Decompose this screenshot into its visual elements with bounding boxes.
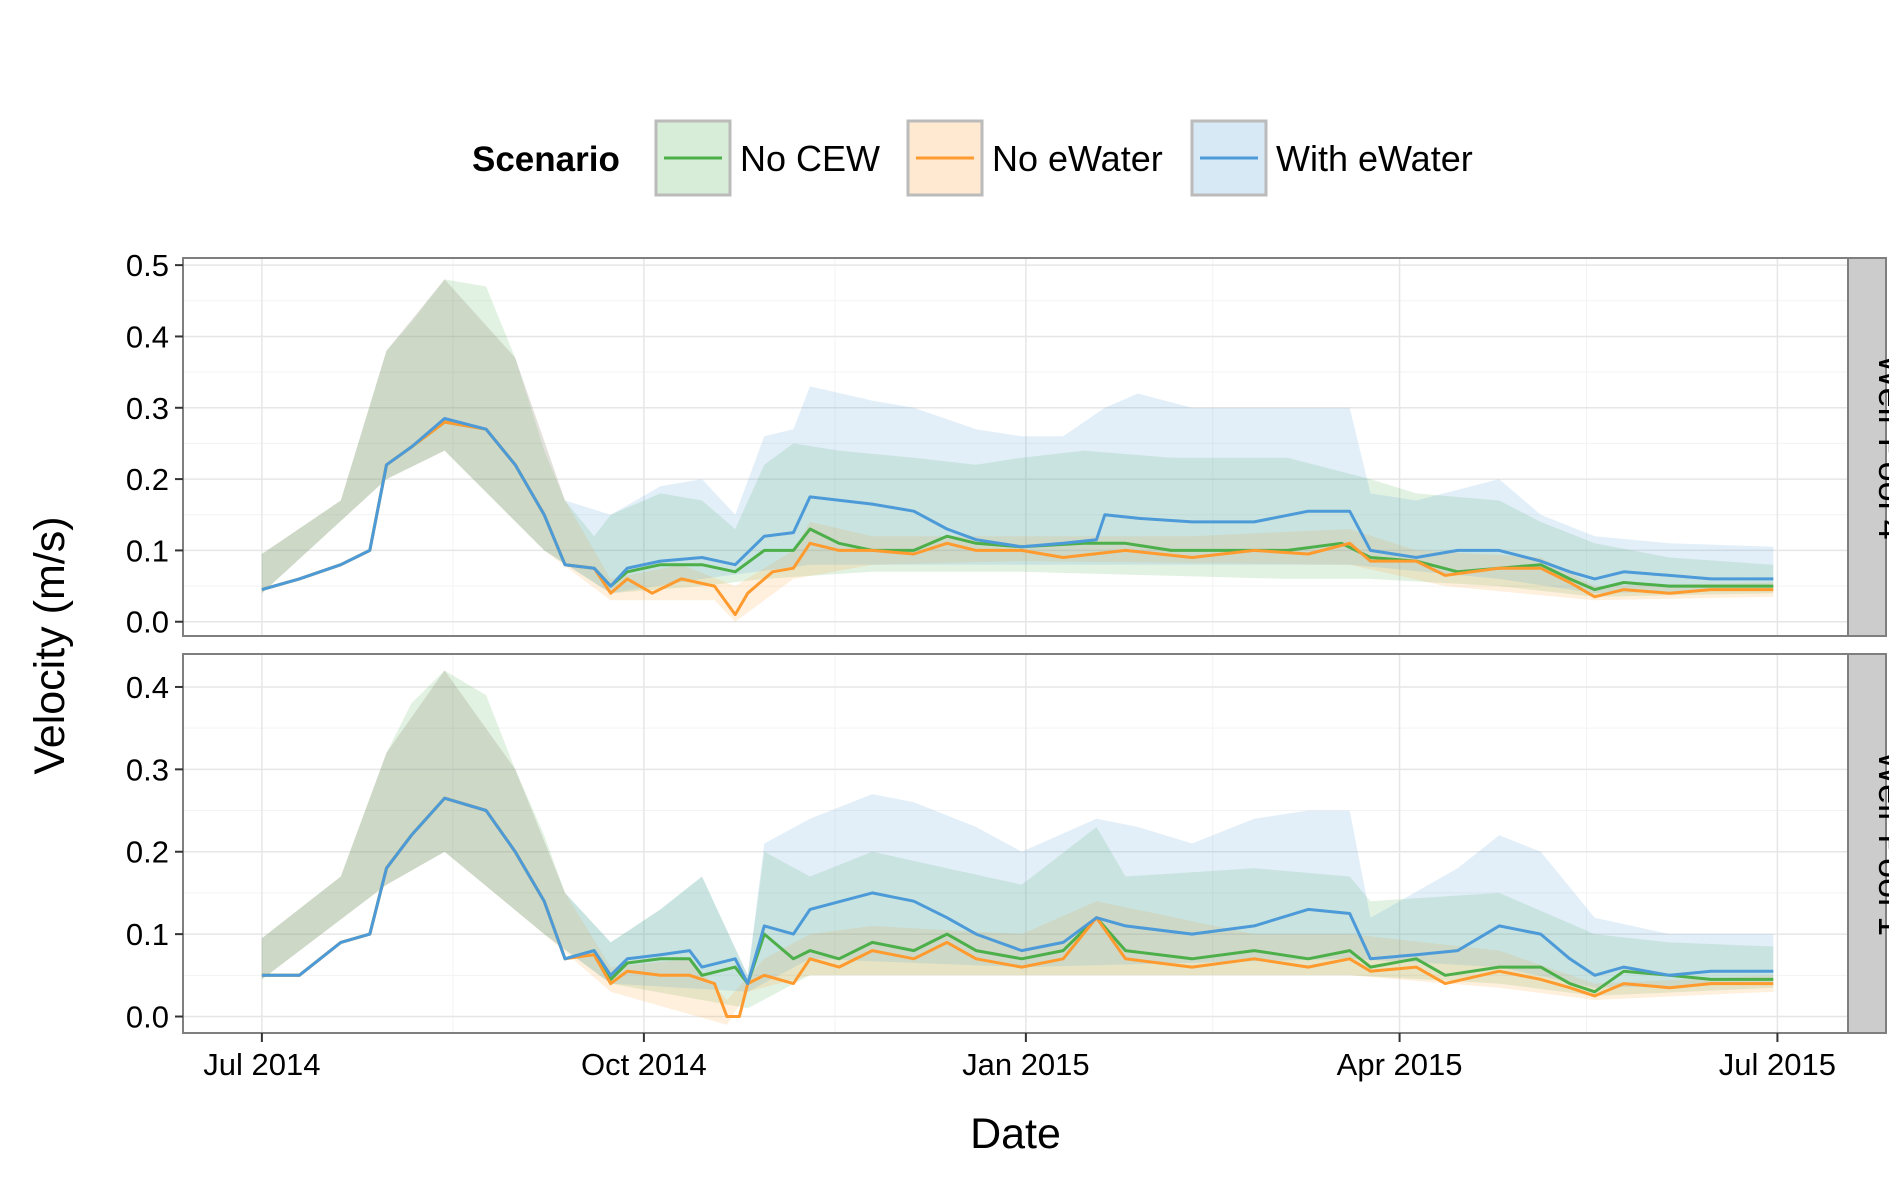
legend-label-2: With eWater <box>1276 138 1473 179</box>
legend-label-0: No CEW <box>740 138 880 179</box>
strip-bg <box>1847 653 1887 1034</box>
y-tick-label: 0.3 <box>126 752 169 787</box>
y-tick-label: 0.4 <box>126 670 169 705</box>
y-axis-title: Velocity (m/s) <box>26 516 74 774</box>
strip-bg <box>1847 257 1887 637</box>
x-tick-label: Jul 2014 <box>203 1047 320 1082</box>
series-line-1-2 <box>261 796 1774 986</box>
strip-label: Weir Pool 4 <box>1871 354 1889 539</box>
y-tick-label: 0.1 <box>126 917 169 952</box>
ribbon-0-2 <box>261 279 1774 594</box>
y-tick-label: 0.5 <box>126 248 169 283</box>
ribbon-1-2 <box>261 670 1774 992</box>
strip-label: Weir Pool 1 <box>1871 751 1889 936</box>
y-tick-label: 0.1 <box>126 533 169 568</box>
panel-0: 0.0 0.1 0.2 0.3 0.4 0.5 Weir Pool 4 <box>126 248 1889 640</box>
y-tick-label: 0.3 <box>126 391 169 426</box>
y-tick-label: 0.4 <box>126 319 169 354</box>
y-tick-label: 0.2 <box>126 462 169 497</box>
panel-1: 0.0 0.1 0.2 0.3 0.4 Weir Pool 1 <box>126 653 1889 1035</box>
ribbon-0-1 <box>261 279 1774 622</box>
legend-title: Scenario <box>472 140 620 179</box>
y-tick-label: 0.0 <box>126 1000 169 1035</box>
legend-label-1: No eWater <box>992 138 1163 179</box>
x-tick-label: Oct 2014 <box>581 1047 707 1082</box>
ribbon-1-0 <box>261 670 1774 1009</box>
ribbon-1-1 <box>261 670 1774 1025</box>
ribbon-0-0 <box>261 279 1774 597</box>
panel-bg <box>183 654 1848 1033</box>
series-line-0-2 <box>261 417 1774 592</box>
x-axis-title: Date <box>970 1110 1061 1158</box>
y-tick-label: 0.2 <box>126 835 169 870</box>
y-tick-label: 0.0 <box>126 605 169 640</box>
x-tick-label: Apr 2015 <box>1337 1047 1463 1082</box>
x-tick-label: Jan 2015 <box>962 1047 1090 1082</box>
x-tick-label: Jul 2015 <box>1719 1047 1836 1082</box>
